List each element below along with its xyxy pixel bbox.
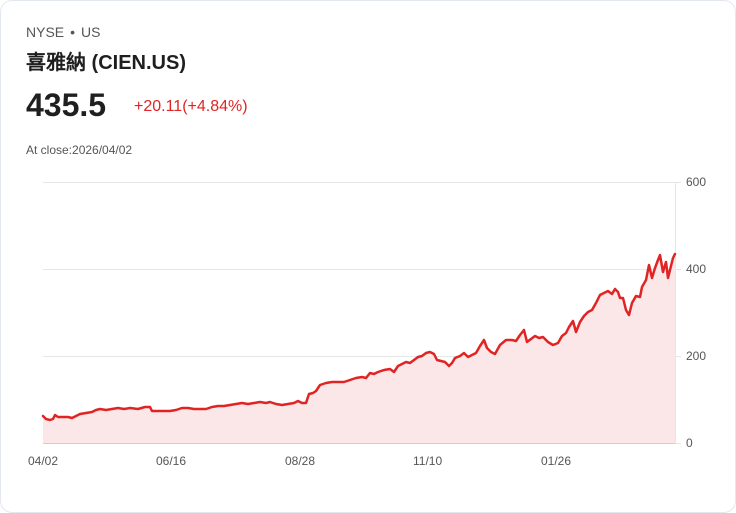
x-tick-0828: 08/28 (285, 454, 315, 468)
y-axis: 600 400 200 0 (686, 175, 706, 450)
stock-price: 435.5 (26, 87, 107, 123)
close-info: At close:2026/04/02 (26, 143, 132, 157)
y-tick-600: 600 (686, 175, 706, 189)
x-tick-0616: 06/16 (156, 454, 186, 468)
price-line[interactable] (41, 252, 677, 422)
exchange-label: NYSE (26, 24, 65, 40)
price-area-fill (43, 254, 675, 443)
x-tick-0402: 04/02 (28, 454, 58, 468)
price-change: +20.11(+4.84%) (134, 98, 248, 115)
close-date: 2026/04/02 (72, 143, 133, 157)
exchange-line: NYSE • US (26, 24, 100, 40)
y-tick-400: 400 (686, 262, 706, 276)
stock-title: 喜雅納 (CIEN.US) (26, 52, 186, 74)
y-tick-0: 0 (686, 436, 693, 450)
x-tick-1110: 11/10 (413, 454, 442, 468)
close-label: At close: (26, 143, 73, 157)
x-tick-0126: 01/26 (541, 454, 571, 468)
region-label: US (81, 24, 101, 40)
y-tick-200: 200 (686, 349, 706, 363)
x-axis: 04/02 06/16 08/28 11/10 01/26 (28, 454, 571, 468)
separator-dot: • (70, 24, 76, 40)
